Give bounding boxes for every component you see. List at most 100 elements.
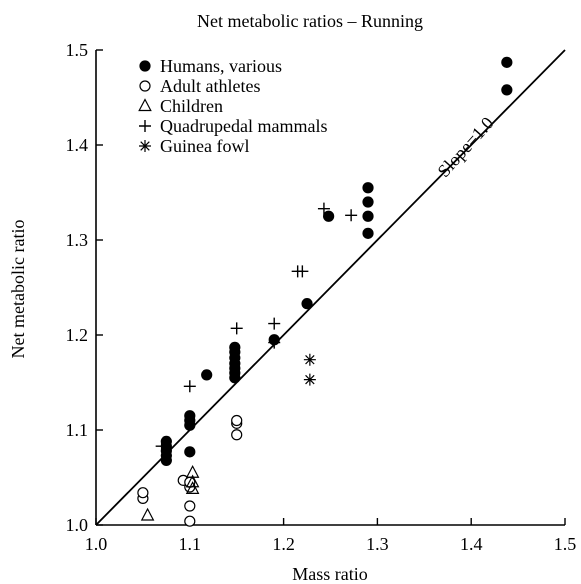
marker-shape — [139, 80, 151, 92]
data-point — [155, 440, 168, 453]
x-axis-label: Mass ratio — [292, 564, 368, 584]
data-point — [184, 410, 196, 422]
marker-shape — [185, 464, 200, 478]
marker-shape — [140, 507, 155, 521]
legend-marker — [138, 98, 152, 112]
marker-shape — [268, 317, 281, 330]
marker-shape — [362, 196, 374, 208]
data-point — [362, 196, 374, 208]
data-point — [303, 373, 316, 386]
x-tick-label: 1.0 — [85, 534, 108, 554]
y-tick-label: 1.3 — [66, 230, 89, 250]
legend-marker — [139, 120, 151, 132]
data-point — [268, 336, 281, 349]
marker-shape — [139, 120, 151, 132]
marker-shape — [137, 487, 149, 499]
marker-shape — [139, 60, 151, 72]
data-point — [501, 56, 513, 68]
marker-shape — [362, 210, 374, 222]
data-point — [501, 84, 513, 96]
data-points — [137, 56, 513, 527]
data-point — [185, 481, 200, 494]
tick-labels: 1.0 1.1 1.2 1.3 1.4 1.5 1.0 1.1 1.2 1.3 1.4 1.5 — [66, 40, 577, 554]
marker-shape — [362, 182, 374, 194]
marker-shape — [160, 435, 172, 447]
data-point — [137, 487, 149, 499]
marker-shape — [201, 369, 213, 381]
marker-shape — [138, 98, 152, 112]
data-point — [184, 446, 196, 458]
x-tick-label: 1.2 — [272, 534, 295, 554]
marker-shape — [317, 202, 330, 215]
data-point — [183, 380, 196, 393]
data-point — [362, 210, 374, 222]
marker-shape — [231, 429, 243, 441]
legend-label: Children — [160, 96, 223, 116]
x-tick-label: 1.4 — [460, 534, 483, 554]
legend-marker — [139, 60, 151, 72]
marker-shape — [139, 140, 151, 152]
data-point — [229, 341, 241, 353]
data-point — [140, 507, 155, 521]
marker-shape — [230, 322, 243, 335]
marker-shape — [323, 210, 335, 222]
y-tick-label: 1.2 — [66, 325, 89, 345]
axes — [95, 49, 566, 526]
legend-marker — [139, 80, 151, 92]
marker-shape — [501, 56, 513, 68]
data-point — [317, 202, 330, 215]
marker-shape — [229, 341, 241, 353]
slope-label: Slope=1.0 — [433, 113, 497, 181]
data-point — [231, 414, 243, 427]
marker-shape — [185, 474, 200, 488]
legend-label: Guinea fowl — [160, 136, 249, 156]
legend-label: Quadrupedal mammals — [160, 116, 327, 136]
data-point — [362, 227, 374, 239]
data-point — [231, 429, 243, 441]
y-tick-label: 1.0 — [66, 515, 89, 535]
data-point — [323, 210, 335, 222]
y-tick-label: 1.4 — [66, 135, 89, 155]
marker-shape — [184, 515, 196, 527]
marker-shape — [185, 481, 200, 494]
marker-shape — [184, 500, 196, 512]
marker-shape — [183, 380, 196, 393]
data-point — [160, 435, 172, 447]
data-point — [303, 353, 316, 366]
x-tick-label: 1.3 — [366, 534, 389, 554]
marker-shape — [362, 227, 374, 239]
reference-line-group — [95, 49, 566, 526]
data-point — [184, 515, 196, 527]
y-axis-label: Net metabolic ratio — [8, 220, 28, 359]
data-point — [185, 474, 200, 488]
data-point — [184, 500, 196, 512]
marker-shape — [501, 84, 513, 96]
marker-shape — [301, 298, 313, 310]
marker-shape — [296, 265, 309, 278]
data-point — [201, 369, 213, 381]
y-tick-label: 1.5 — [66, 40, 89, 60]
marker-shape — [184, 410, 196, 422]
marker-shape — [303, 373, 316, 386]
marker-shape — [231, 414, 243, 427]
reference-line — [95, 49, 566, 526]
marker-shape — [303, 353, 316, 366]
y-tick-label: 1.1 — [66, 420, 89, 440]
data-point — [301, 298, 313, 310]
legend-label: Humans, various — [160, 56, 282, 76]
data-point — [230, 322, 243, 335]
data-point — [185, 464, 200, 478]
marker-shape — [268, 336, 281, 349]
marker-shape — [184, 446, 196, 458]
data-point — [345, 209, 358, 222]
legend-label: Adult athletes — [160, 76, 260, 96]
x-tick-label: 1.5 — [554, 534, 577, 554]
data-point — [362, 182, 374, 194]
marker-shape — [345, 209, 358, 222]
x-tick-label: 1.1 — [179, 534, 202, 554]
data-point — [296, 265, 309, 278]
chart-title: Net metabolic ratios – Running — [197, 11, 423, 31]
marker-shape — [155, 440, 168, 453]
